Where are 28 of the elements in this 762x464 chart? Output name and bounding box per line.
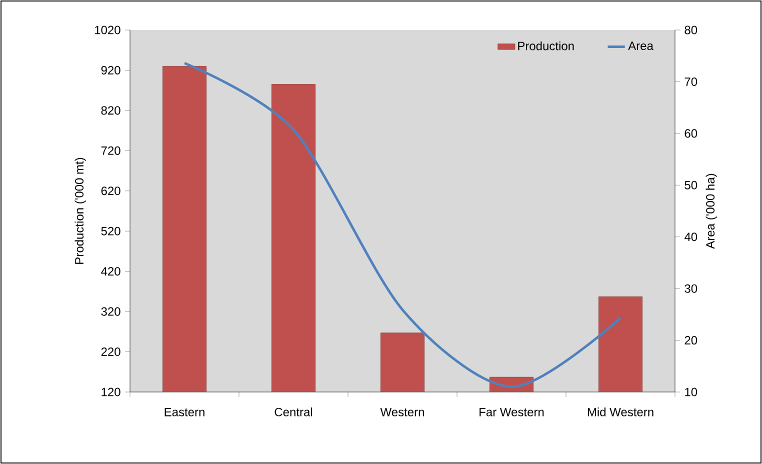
x-tick-label: Far Western (480, 408, 544, 416)
y2-axis-title: Area ('000 ha) (706, 174, 717, 249)
y2-tick-label: 50 (684, 180, 698, 190)
y2-tick-label: 60 (684, 129, 698, 138)
x-tick-label: Eastern (164, 408, 204, 416)
y-axis-title: Production ('000 mt) (74, 158, 86, 264)
y2-tick-label: 30 (684, 284, 698, 293)
y2-tick-label: 40 (684, 232, 698, 242)
y-tick-label: 620 (101, 186, 120, 196)
y-tick-label: 320 (101, 307, 120, 316)
y-tick-label: 120 (102, 388, 120, 396)
y2-tick-label: 10 (685, 388, 698, 396)
y-tick-label: 520 (101, 226, 120, 236)
x-tick-label: Western (380, 408, 424, 416)
x-tick-label: Central (274, 408, 312, 416)
y-tick-label: 920 (101, 66, 120, 74)
y-tick-label: 820 (101, 106, 120, 115)
y2-tick-label: 20 (684, 336, 698, 345)
y2-tick-label: 80 (684, 26, 698, 34)
legend-label: Production (518, 41, 574, 50)
y-tick-label: 1020 (95, 26, 120, 34)
y-tick-label: 720 (101, 146, 120, 155)
legend-label: Area (628, 42, 654, 50)
y-tick-label: 220 (101, 348, 120, 356)
line-series (183, 62, 622, 388)
x-tick-label: Mid Western (588, 408, 654, 416)
y-tick-label: 420 (101, 267, 120, 276)
y2-tick-label: 70 (684, 77, 698, 86)
